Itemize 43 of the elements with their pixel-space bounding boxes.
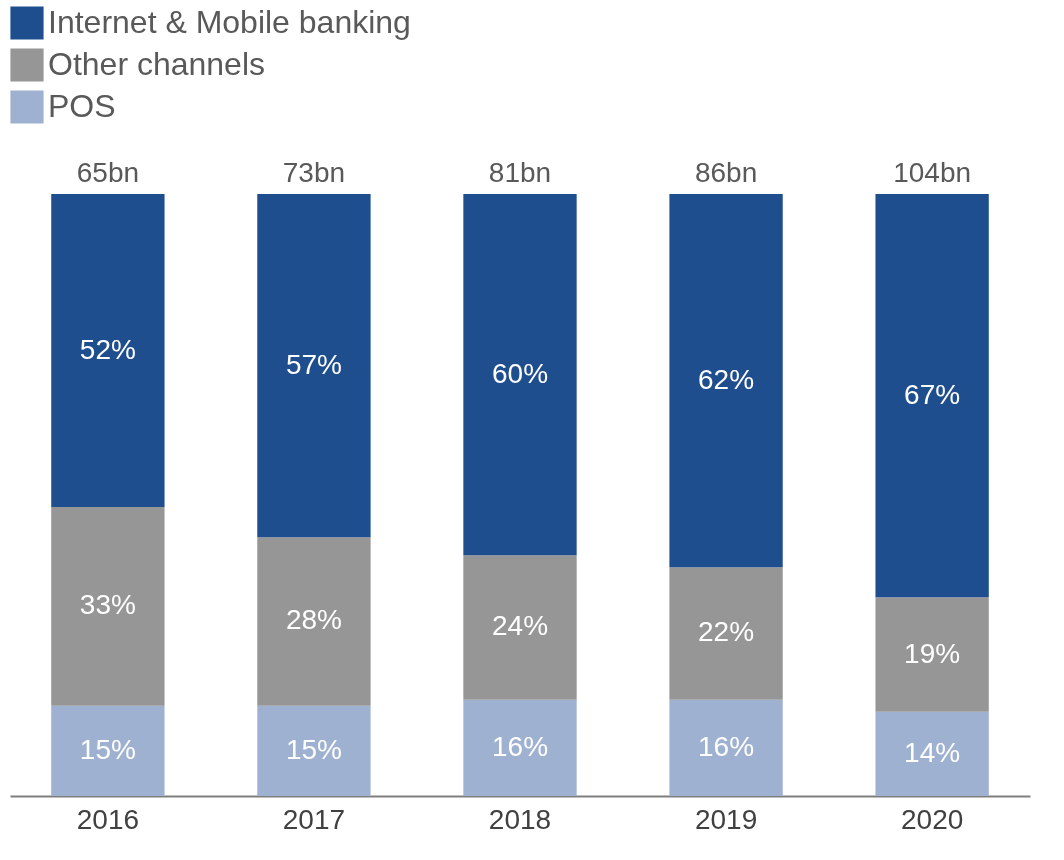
data-label: 33%: [79, 589, 136, 621]
data-label: 19%: [904, 637, 961, 669]
bar: [51, 705, 165, 796]
data-label: 24%: [491, 610, 549, 642]
bar: [257, 705, 371, 796]
data-label: 16%: [491, 730, 549, 762]
data-label: 14%: [904, 736, 961, 768]
annotation: 81bn: [488, 157, 552, 188]
bar: [257, 194, 371, 538]
legend-label: Other channels: [48, 46, 266, 82]
bar: [875, 194, 989, 598]
bar: [669, 567, 783, 700]
data-label: 15%: [79, 733, 136, 765]
bar: [257, 537, 371, 706]
data-label: 62%: [698, 363, 755, 395]
data-label: 52%: [79, 333, 136, 365]
bar: [463, 699, 577, 796]
x-tick-label: 2018: [488, 803, 552, 835]
annotation: 73bn: [282, 157, 346, 188]
bar: [669, 194, 783, 568]
bar: [463, 555, 577, 700]
data-label: 16%: [698, 730, 755, 762]
x-tick-label: 2020: [900, 803, 964, 835]
annotation: 86bn: [694, 157, 758, 188]
legend-label: POS: [48, 88, 116, 124]
x-tick-label: 2017: [282, 803, 346, 835]
x-tick-label: 2016: [76, 803, 140, 835]
bar: [51, 507, 165, 706]
data-label: 22%: [698, 616, 755, 648]
legend-label: Internet & Mobile banking: [48, 4, 411, 40]
annotation: 65bn: [76, 157, 140, 188]
data-label: 15%: [285, 733, 342, 765]
bar: [875, 711, 989, 796]
annotation: 104bn: [893, 157, 972, 188]
bar: [51, 194, 165, 508]
bar: [463, 194, 577, 556]
data-label: 67%: [904, 378, 961, 410]
bar: [669, 699, 783, 796]
data-label: 60%: [491, 357, 549, 389]
data-label: 28%: [285, 604, 342, 636]
bar: [875, 597, 989, 712]
data-label: 57%: [285, 348, 342, 380]
x-tick-label: 2019: [694, 803, 758, 835]
